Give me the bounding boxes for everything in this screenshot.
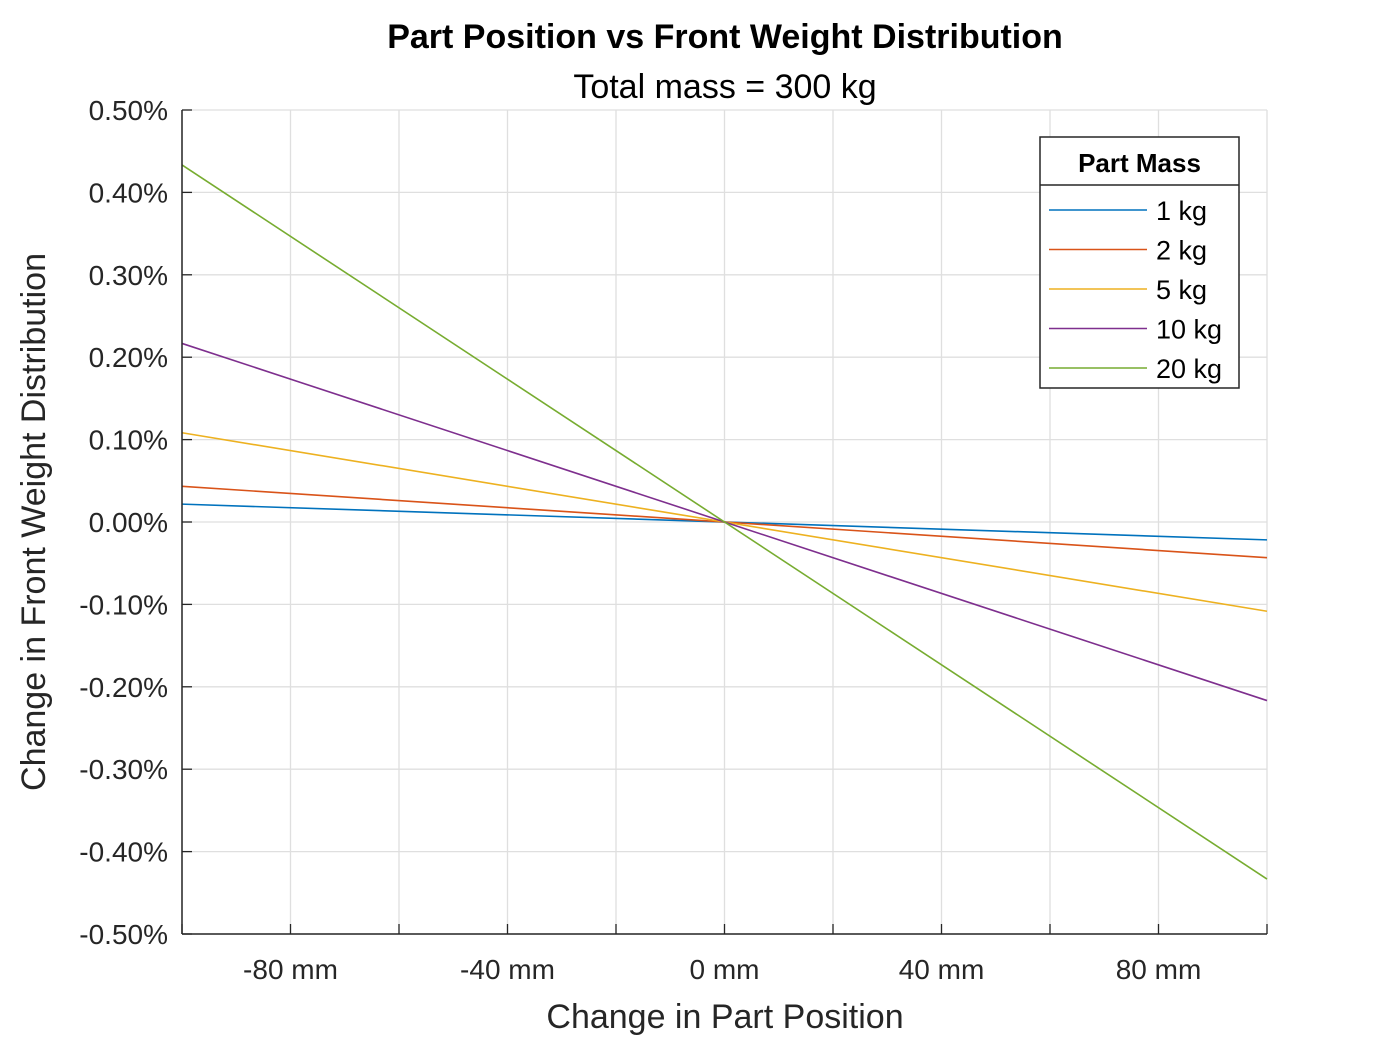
x-tick-label: 0 mm: [690, 954, 760, 985]
y-tick-label: 0.20%: [89, 342, 168, 373]
legend-label: 1 kg: [1156, 196, 1207, 226]
legend-label: 10 kg: [1156, 315, 1222, 345]
y-tick-label: 0.50%: [89, 95, 168, 126]
x-tick-label: -80 mm: [243, 954, 338, 985]
legend: Part Mass 1 kg 2 kg 5 kg 10 kg 20 kg: [1039, 136, 1240, 389]
x-axis-label: Change in Part Position: [546, 998, 903, 1036]
y-tick-label: -0.20%: [79, 672, 168, 703]
legend-label: 20 kg: [1156, 354, 1222, 384]
y-tick-label: 0.30%: [89, 260, 168, 291]
y-tick-label: 0.00%: [89, 507, 168, 538]
legend-entries: 1 kg 2 kg 5 kg 10 kg 20 kg: [1049, 196, 1222, 384]
tick-labels: -80 mm -40 mm 0 mm 40 mm 80 mm 0.50% 0.40% 0.30…: [79, 95, 1201, 985]
x-tick-label: -40 mm: [460, 954, 555, 985]
y-tick-label: -0.50%: [79, 919, 168, 950]
x-tick-label: 80 mm: [1116, 954, 1202, 985]
y-tick-label: -0.10%: [79, 589, 168, 620]
y-axis-label: Change in Front Weight Distribution: [15, 253, 53, 791]
chart-title: Part Position vs Front Weight Distributi…: [387, 18, 1063, 56]
legend-label: 5 kg: [1156, 275, 1207, 305]
x-tick-label: 40 mm: [899, 954, 985, 985]
y-tick-label: -0.40%: [79, 837, 168, 868]
legend-box: [1039, 136, 1240, 389]
series-lines: [181, 164, 1268, 880]
series-line: [181, 164, 1268, 880]
axes: [181, 109, 1268, 935]
chart-subtitle: Total mass = 300 kg: [573, 68, 876, 106]
y-tick-label: -0.30%: [79, 754, 168, 785]
legend-label: 2 kg: [1156, 236, 1207, 266]
y-tick-label: 0.10%: [89, 425, 168, 456]
y-tick-label: 0.40%: [89, 177, 168, 208]
legend-title: Part Mass: [1078, 148, 1201, 178]
